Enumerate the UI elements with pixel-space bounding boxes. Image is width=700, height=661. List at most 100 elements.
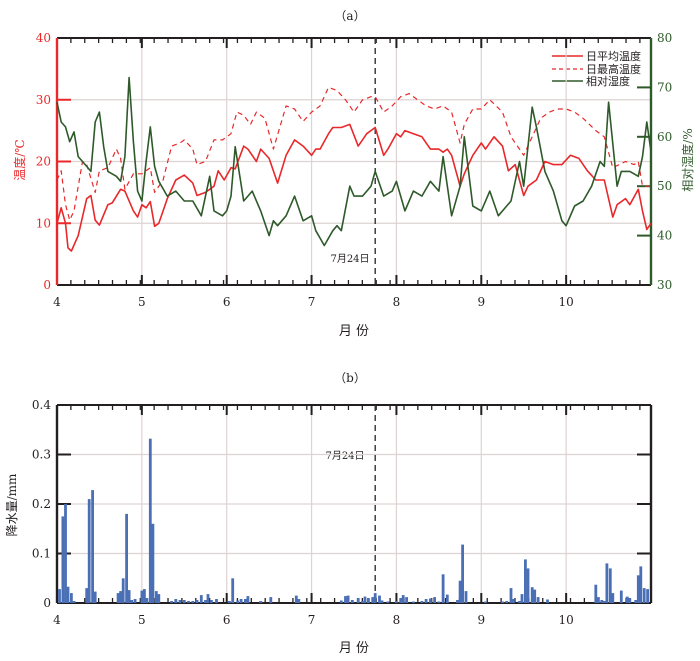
x-tick-label: 7 [308, 613, 316, 627]
y-right-tick-label: 60 [657, 130, 672, 144]
precip-bar [456, 600, 459, 603]
panel-a-ylabel-right: 相对湿度/% [680, 128, 695, 191]
y-tick-label: 0.3 [32, 448, 51, 462]
y-tick-label: 0.2 [32, 497, 51, 511]
precip-bar [91, 490, 94, 603]
precip-bar [509, 588, 513, 603]
precip-bar [437, 601, 441, 603]
precip-bar [143, 589, 146, 603]
precip-bar [154, 591, 158, 603]
precip-bar [199, 595, 203, 603]
precip-bar [236, 600, 240, 603]
precip-bar [399, 598, 403, 603]
x-tick-label: 9 [477, 613, 485, 627]
precip-bar [594, 584, 598, 603]
precip-bar [642, 588, 646, 603]
precip-bar [361, 601, 364, 603]
y-left-tick-label: 30 [36, 93, 51, 107]
precip-bar [119, 591, 122, 603]
y-left-tick-label: 10 [36, 216, 51, 230]
precip-bar [66, 586, 70, 603]
precip-bar [461, 544, 464, 603]
y-tick-label: 0.1 [32, 547, 51, 561]
precip-bar [526, 568, 530, 603]
precip-bar [386, 601, 390, 603]
precip-bar [464, 591, 468, 603]
precip-bar [371, 597, 375, 603]
y-right-tick-label: 70 [657, 80, 672, 94]
precip-bar [530, 587, 534, 603]
y-tick-label: 0 [43, 596, 51, 610]
x-tick-label: 6 [223, 295, 231, 309]
precip-bar [367, 598, 370, 603]
y-right-tick-label: 50 [657, 179, 672, 193]
precip-bar [533, 589, 537, 603]
x-tick-label: 8 [393, 295, 401, 309]
precip-bar [605, 563, 609, 603]
precip-bar [339, 600, 343, 603]
x-tick-label: 10 [559, 295, 574, 309]
precip-bar [61, 516, 65, 603]
x-tick-label: 4 [53, 295, 61, 309]
precip-bar [608, 568, 612, 603]
precip-bar [204, 600, 207, 603]
panel-a-ylabel-left: 温度/℃ [12, 139, 27, 180]
precip-bar [445, 594, 449, 603]
precip-bar [380, 600, 384, 603]
y-left-tick-label: 40 [36, 31, 51, 45]
precip-bar [116, 593, 120, 603]
precip-bar [524, 559, 527, 603]
precip-bar [424, 599, 428, 603]
precip-bar [174, 599, 178, 603]
precip-bar [93, 591, 97, 603]
precip-bar [187, 601, 190, 603]
precip-bar [344, 596, 347, 603]
precip-bar [227, 601, 231, 603]
precip-bar [140, 590, 144, 603]
precip-bar [405, 597, 408, 603]
precip-bar [231, 578, 235, 604]
precip-bar [244, 599, 247, 603]
x-tick-label: 8 [393, 613, 401, 627]
precip-bar [191, 601, 195, 603]
precip-bar [148, 438, 152, 603]
x-tick-label: 5 [138, 613, 146, 627]
precip-bar [373, 593, 377, 603]
precip-bar [625, 596, 629, 603]
panel-b-ylabel: 降水量/mm [5, 473, 19, 536]
x-tick-label: 7 [308, 295, 316, 309]
x-tick-label: 5 [138, 295, 146, 309]
precip-bar [246, 596, 250, 603]
precip-bar [401, 595, 405, 603]
precip-bar [269, 597, 273, 603]
precip-bar [64, 504, 67, 603]
precip-bar [145, 598, 149, 603]
panel-a-label: （a） [334, 9, 365, 23]
precip-bar [127, 590, 131, 603]
panel-b-label: （b） [334, 371, 366, 385]
legend-label-max: 日最高温度 [586, 62, 641, 76]
precip-bar [634, 600, 638, 603]
legend-label-humidity: 相对湿度 [586, 74, 630, 88]
x-tick-label: 6 [223, 613, 231, 627]
precip-bar [458, 580, 462, 603]
precip-bar [363, 596, 367, 603]
precip-bar [70, 593, 73, 603]
precip-bar [294, 595, 298, 603]
precip-bar [206, 594, 210, 603]
precip-bar [597, 597, 600, 603]
precip-bar [619, 590, 623, 603]
relative-humidity-line [56, 76, 652, 247]
precip-bar [215, 599, 218, 603]
precip-bar [512, 599, 515, 603]
precip-bar [178, 600, 182, 603]
precip-bar [170, 601, 173, 603]
precip-bar [505, 601, 509, 603]
y-right-tick-label: 40 [657, 229, 672, 243]
precip-bar [536, 597, 540, 603]
precip-bar [87, 499, 91, 603]
precip-bar [125, 513, 128, 603]
precip-bar [520, 594, 524, 603]
mean-temperature-line [56, 123, 652, 252]
